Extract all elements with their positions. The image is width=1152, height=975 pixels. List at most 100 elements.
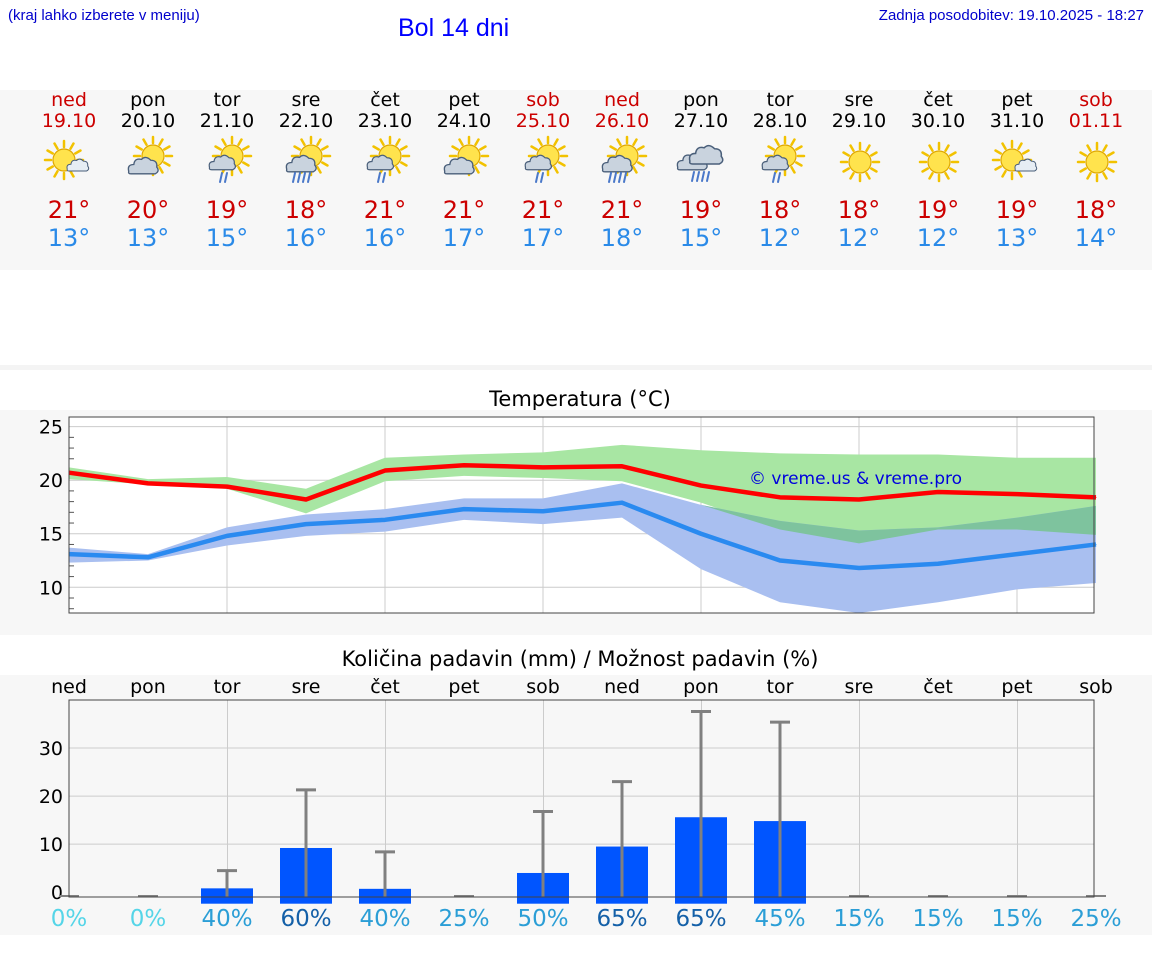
precip-probability: 50%: [517, 906, 568, 932]
min-temp: 14°: [1074, 224, 1118, 252]
max-temp: 21°: [442, 196, 486, 224]
max-temp: 21°: [521, 196, 565, 224]
day-name: sob: [1079, 89, 1113, 111]
band-overlap: [69, 483, 1096, 555]
day-label: pon: [683, 676, 719, 698]
day-label: čet: [370, 676, 400, 698]
tmin-point: [463, 508, 465, 510]
temperature-chart-title: Temperatura (°C): [489, 387, 671, 411]
tmin-point: [226, 535, 228, 537]
min-temp: 12°: [837, 224, 881, 252]
day-label: tor: [767, 676, 794, 698]
precip-probability: 40%: [359, 906, 410, 932]
min-temp: 12°: [916, 224, 960, 252]
min-temp: 17°: [442, 224, 486, 252]
day-column: čet 30.10 19° 12°: [899, 90, 978, 252]
day-name: tor: [766, 89, 794, 111]
day-name: tor: [213, 89, 241, 111]
tmin-point: [1016, 553, 1018, 555]
min-temp: 12°: [758, 224, 802, 252]
tmax-point: [700, 485, 702, 487]
max-temp: 19°: [679, 196, 723, 224]
day-name: sre: [844, 89, 874, 111]
day-date: 30.10: [910, 110, 966, 132]
precip-probability: 40%: [201, 906, 252, 932]
precip-probability: 60%: [280, 906, 331, 932]
day-label: sob: [1079, 676, 1113, 698]
max-temp: 18°: [1074, 196, 1118, 224]
tmax-point: [1016, 493, 1018, 495]
location-hint: (kraj lahko izberete v meniju): [8, 7, 200, 24]
tmax-range-band: [69, 444, 1096, 544]
day-label: pet: [1001, 676, 1032, 698]
day-date: 29.10: [831, 110, 887, 132]
y-tick-label: 20: [39, 786, 63, 808]
day-label: tor: [214, 676, 241, 698]
cloud-sun-icon: [443, 135, 489, 177]
tmin-point: [384, 519, 386, 521]
tmin-point: [1095, 543, 1097, 545]
precip-probability: 25%: [438, 906, 489, 932]
tmin-point: [858, 567, 860, 569]
min-temp: 15°: [679, 224, 723, 252]
day-date: 23.10: [357, 110, 413, 132]
precip-probability: 15%: [833, 906, 884, 932]
min-temp: 15°: [205, 224, 249, 252]
tmin-range-band: [69, 483, 1096, 613]
precip-probability: 15%: [991, 906, 1042, 932]
day-name: pon: [683, 89, 719, 111]
divider: [0, 365, 1152, 370]
day-name: pet: [448, 89, 480, 111]
day-label: sob: [526, 676, 560, 698]
day-column: ned 19.10 21° 13°: [30, 90, 109, 252]
sun-heavy-rain-icon: [285, 135, 331, 183]
precip-probability: 65%: [596, 906, 647, 932]
tmin-line: [68, 500, 1097, 571]
day-date: 22.10: [278, 110, 334, 132]
day-column: sob 25.10 21° 17°: [504, 90, 583, 252]
day-column: pon 20.10 20° 13°: [109, 90, 188, 252]
plot-area: [69, 700, 1094, 897]
last-update: Zadnja posodobitev: 19.10.2025 - 18:27: [878, 7, 1144, 24]
tmax-point: [542, 466, 544, 468]
y-tick-label: 20: [39, 470, 63, 492]
min-temp: 18°: [600, 224, 644, 252]
precip-probability: 25%: [1070, 906, 1121, 932]
precip-probability: 15%: [912, 906, 963, 932]
min-temp: 16°: [284, 224, 328, 252]
sun-cloud-icon: [43, 139, 89, 181]
day-date: 24.10: [436, 110, 492, 132]
day-column: tor 21.10 19° 15°: [188, 90, 267, 252]
day-column: pet 24.10 21° 17°: [425, 90, 504, 252]
day-column: sob 01.11 18° 14°: [1057, 90, 1136, 252]
sun-rain-icon: [208, 135, 252, 183]
sun-rain-icon: [524, 135, 568, 183]
tmin-point: [779, 560, 781, 562]
tmax-point: [147, 482, 149, 484]
min-temp: 13°: [47, 224, 91, 252]
day-label: sre: [845, 676, 874, 698]
day-label: sre: [292, 676, 321, 698]
sun-icon: [1076, 141, 1117, 183]
tmin-point: [147, 556, 149, 558]
y-tick-label: 0: [51, 882, 63, 904]
day-name: ned: [51, 89, 87, 111]
max-temp: 21°: [600, 196, 644, 224]
tmax-line: [68, 462, 1097, 502]
max-temp: 20°: [126, 196, 170, 224]
max-temp: 19°: [205, 196, 249, 224]
y-tick-label: 25: [39, 417, 63, 439]
day-column: sre 29.10 18° 12°: [820, 90, 899, 252]
max-temp: 21°: [363, 196, 407, 224]
day-name: sob: [526, 89, 560, 111]
tmax-point: [463, 464, 465, 466]
precip-probability: 45%: [754, 906, 805, 932]
cloud-sun-icon: [127, 135, 173, 177]
tmax-point: [858, 498, 860, 500]
tmin-point: [700, 533, 702, 535]
day-column: sre 22.10 18° 16°: [267, 90, 346, 252]
tmax-point: [305, 498, 307, 500]
max-temp: 21°: [47, 196, 91, 224]
day-date: 25.10: [515, 110, 571, 132]
precip-probability: 0%: [51, 906, 88, 932]
